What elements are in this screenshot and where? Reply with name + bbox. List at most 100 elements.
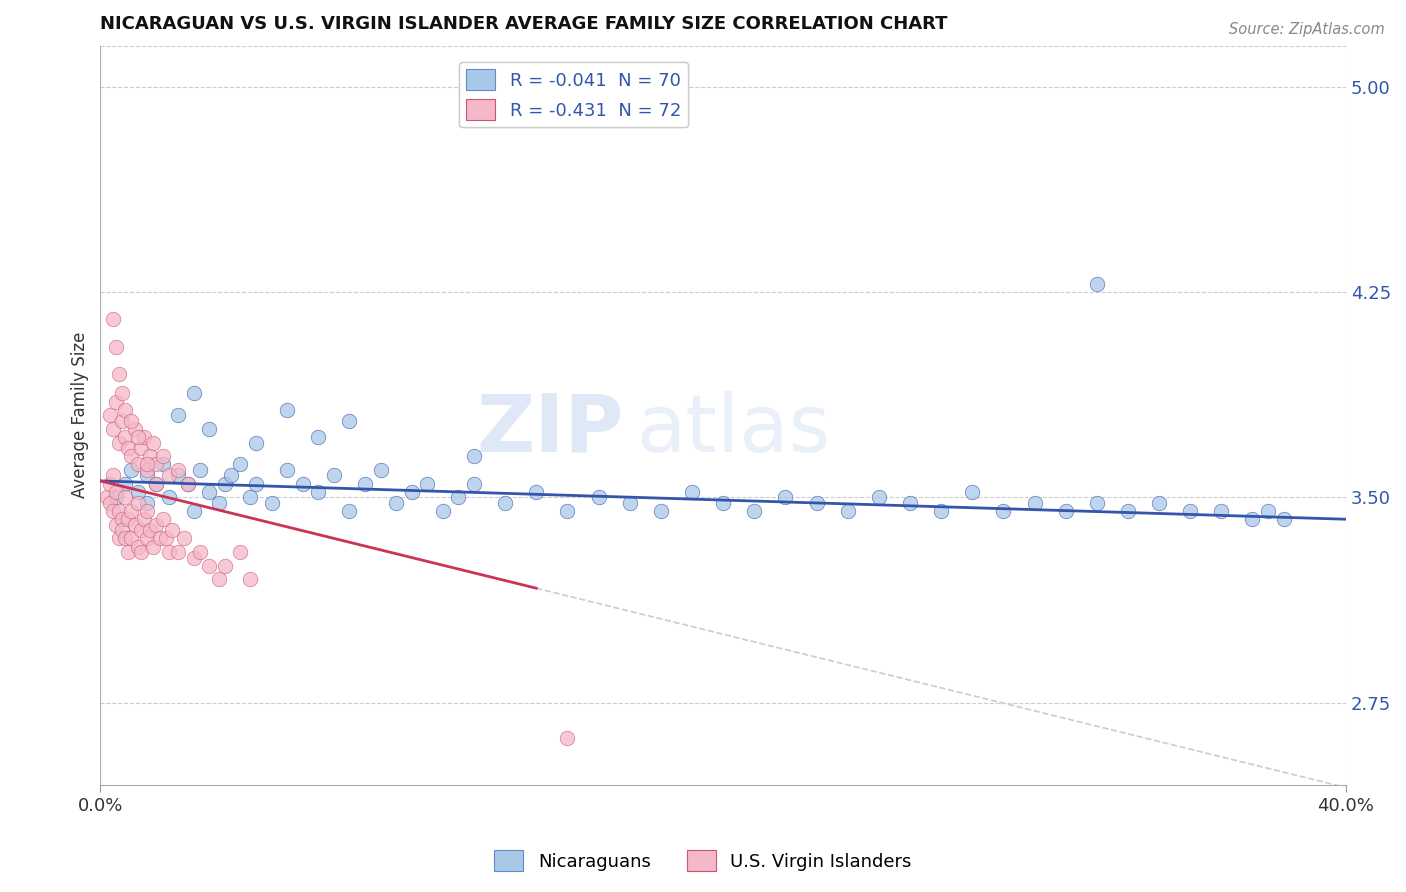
- Point: [167, 468, 190, 483]
- Point: [868, 491, 890, 505]
- Point: [557, 731, 579, 746]
- Y-axis label: Average Family Size: Average Family Size: [72, 332, 89, 499]
- Point: [898, 496, 921, 510]
- Point: [142, 540, 165, 554]
- Point: [370, 463, 392, 477]
- Point: [114, 491, 136, 505]
- Point: [121, 463, 143, 477]
- Point: [463, 450, 485, 464]
- Point: [1147, 496, 1170, 510]
- Point: [127, 496, 149, 510]
- Point: [167, 545, 190, 559]
- Point: [1024, 496, 1046, 510]
- Point: [127, 458, 149, 472]
- Point: [214, 558, 236, 573]
- Point: [775, 491, 797, 505]
- Point: [152, 512, 174, 526]
- Point: [114, 402, 136, 417]
- Point: [117, 512, 139, 526]
- Point: [524, 484, 547, 499]
- Point: [101, 312, 124, 326]
- Point: [219, 468, 242, 483]
- Point: [114, 476, 136, 491]
- Point: [183, 550, 205, 565]
- Point: [432, 504, 454, 518]
- Point: [960, 484, 983, 499]
- Point: [929, 504, 952, 518]
- Point: [136, 463, 159, 477]
- Point: [108, 504, 131, 518]
- Point: [354, 476, 377, 491]
- Point: [176, 476, 198, 491]
- Point: [139, 523, 162, 537]
- Point: [108, 367, 131, 381]
- Point: [101, 422, 124, 436]
- Point: [260, 496, 283, 510]
- Point: [152, 458, 174, 472]
- Point: [127, 540, 149, 554]
- Point: [291, 476, 314, 491]
- Point: [121, 414, 143, 428]
- Point: [111, 414, 134, 428]
- Point: [160, 523, 183, 537]
- Point: [1085, 496, 1108, 510]
- Point: [183, 386, 205, 401]
- Point: [136, 458, 159, 472]
- Point: [136, 532, 159, 546]
- Point: [96, 491, 118, 505]
- Point: [322, 468, 344, 483]
- Point: [339, 414, 361, 428]
- Point: [198, 558, 221, 573]
- Point: [711, 496, 734, 510]
- Point: [129, 441, 152, 455]
- Text: Source: ZipAtlas.com: Source: ZipAtlas.com: [1229, 22, 1385, 37]
- Point: [1257, 504, 1279, 518]
- Point: [98, 476, 121, 491]
- Text: ZIP: ZIP: [477, 391, 623, 469]
- Point: [239, 491, 262, 505]
- Point: [463, 476, 485, 491]
- Point: [557, 504, 579, 518]
- Point: [117, 441, 139, 455]
- Point: [142, 435, 165, 450]
- Point: [145, 476, 167, 491]
- Point: [136, 496, 159, 510]
- Point: [167, 463, 190, 477]
- Point: [208, 573, 231, 587]
- Point: [117, 545, 139, 559]
- Legend: Nicaraguans, U.S. Virgin Islanders: Nicaraguans, U.S. Virgin Islanders: [488, 843, 918, 879]
- Point: [104, 340, 127, 354]
- Point: [104, 491, 127, 505]
- Point: [111, 512, 134, 526]
- Point: [1054, 504, 1077, 518]
- Point: [127, 484, 149, 499]
- Point: [98, 496, 121, 510]
- Point: [276, 402, 298, 417]
- Point: [104, 517, 127, 532]
- Point: [188, 463, 211, 477]
- Point: [101, 468, 124, 483]
- Point: [1211, 504, 1233, 518]
- Point: [98, 408, 121, 422]
- Point: [114, 430, 136, 444]
- Point: [157, 545, 180, 559]
- Point: [229, 545, 252, 559]
- Point: [157, 491, 180, 505]
- Point: [307, 484, 329, 499]
- Point: [588, 491, 610, 505]
- Point: [806, 496, 828, 510]
- Point: [148, 532, 170, 546]
- Point: [447, 491, 470, 505]
- Point: [1116, 504, 1139, 518]
- Point: [145, 476, 167, 491]
- Point: [188, 545, 211, 559]
- Point: [494, 496, 516, 510]
- Point: [245, 476, 267, 491]
- Point: [132, 430, 155, 444]
- Point: [214, 476, 236, 491]
- Point: [681, 484, 703, 499]
- Point: [152, 450, 174, 464]
- Point: [385, 496, 408, 510]
- Point: [1272, 512, 1295, 526]
- Point: [1241, 512, 1264, 526]
